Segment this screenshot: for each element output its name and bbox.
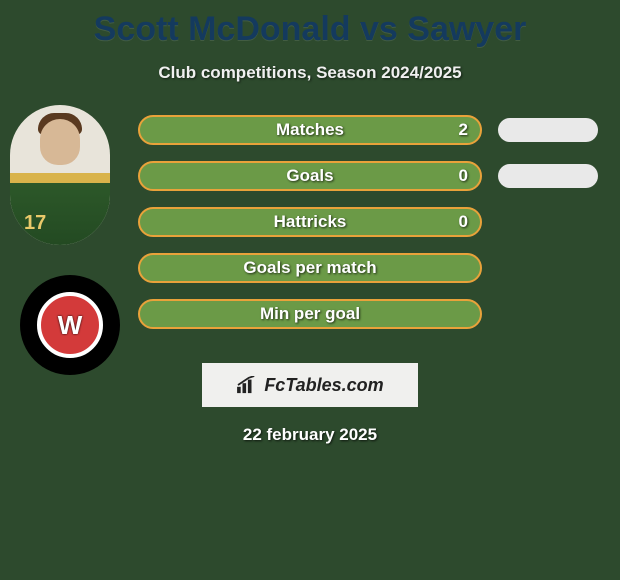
club-badge-letter: W (37, 292, 103, 358)
subtitle: Club competitions, Season 2024/2025 (0, 63, 620, 83)
stat-value: 2 (459, 120, 468, 140)
stat-value: 0 (459, 212, 468, 232)
stat-label: Goals per match (138, 258, 482, 278)
footer-brand[interactable]: FcTables.com (202, 363, 418, 407)
stat-label: Matches (138, 120, 482, 140)
footer-brand-text: FcTables.com (264, 375, 383, 396)
stat-label: Goals (138, 166, 482, 186)
stat-value: 0 (459, 166, 468, 186)
opponent-pill (498, 118, 598, 142)
stat-label: Hattricks (138, 212, 482, 232)
opponent-pill (498, 164, 598, 188)
date-text: 22 february 2025 (0, 425, 620, 445)
jersey-number: 17 (24, 212, 46, 235)
stat-bar: Goals0 (138, 161, 482, 191)
page-title: Scott McDonald vs Sawyer (0, 0, 620, 49)
comparison-content: 17 W Matches2Goals0Hattricks0Goals per m… (0, 115, 620, 445)
stat-bar: Goals per match (138, 253, 482, 283)
stat-label: Min per goal (138, 304, 482, 324)
stat-bar: Matches2 (138, 115, 482, 145)
club-badge: W (20, 275, 120, 375)
stat-bar: Hattricks0 (138, 207, 482, 237)
left-column: 17 W (10, 105, 120, 375)
stat-bars: Matches2Goals0Hattricks0Goals per matchM… (138, 115, 482, 329)
stat-bar: Min per goal (138, 299, 482, 329)
player-photo: 17 (10, 105, 110, 245)
chart-icon (236, 376, 258, 394)
